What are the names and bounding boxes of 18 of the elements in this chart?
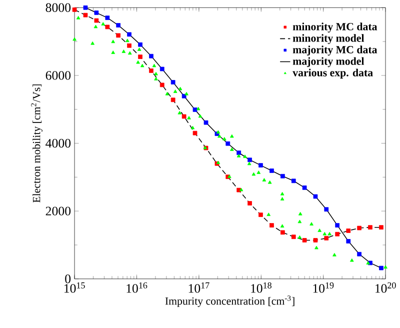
y-tick-label: 8000 [46, 4, 71, 12]
legend-label: majority MC data [292, 46, 378, 56]
y-tick-label: 2000 [46, 206, 71, 216]
y-axis-title: Electron mobility [cm$^{2}$/Vs] [31, 84, 42, 203]
legend-label: minority model [292, 34, 364, 44]
x-tick-label: 10$^{16}$ [126, 282, 148, 293]
x-axis-title: Impurity concentration [cm$^{-3}$] [165, 296, 294, 308]
x-tick-label: 10$^{18}$ [251, 282, 272, 294]
x-tick-label: 10$^{19}$ [313, 282, 334, 293]
legend-label: various exp. data [292, 68, 373, 79]
x-tick-label: 10$^{15}$ [64, 282, 85, 293]
y-tick-label: 4000 [46, 139, 71, 148]
x-tick-label: 10$^{20}$ [375, 282, 396, 294]
y-tick-label: 6000 [46, 71, 71, 80]
legend-label: minority MC data [292, 22, 378, 33]
x-tick-label: 10$^{17}$ [188, 282, 210, 293]
legend-label: majority model [292, 57, 364, 68]
y-tick-label: 0 [65, 274, 71, 284]
